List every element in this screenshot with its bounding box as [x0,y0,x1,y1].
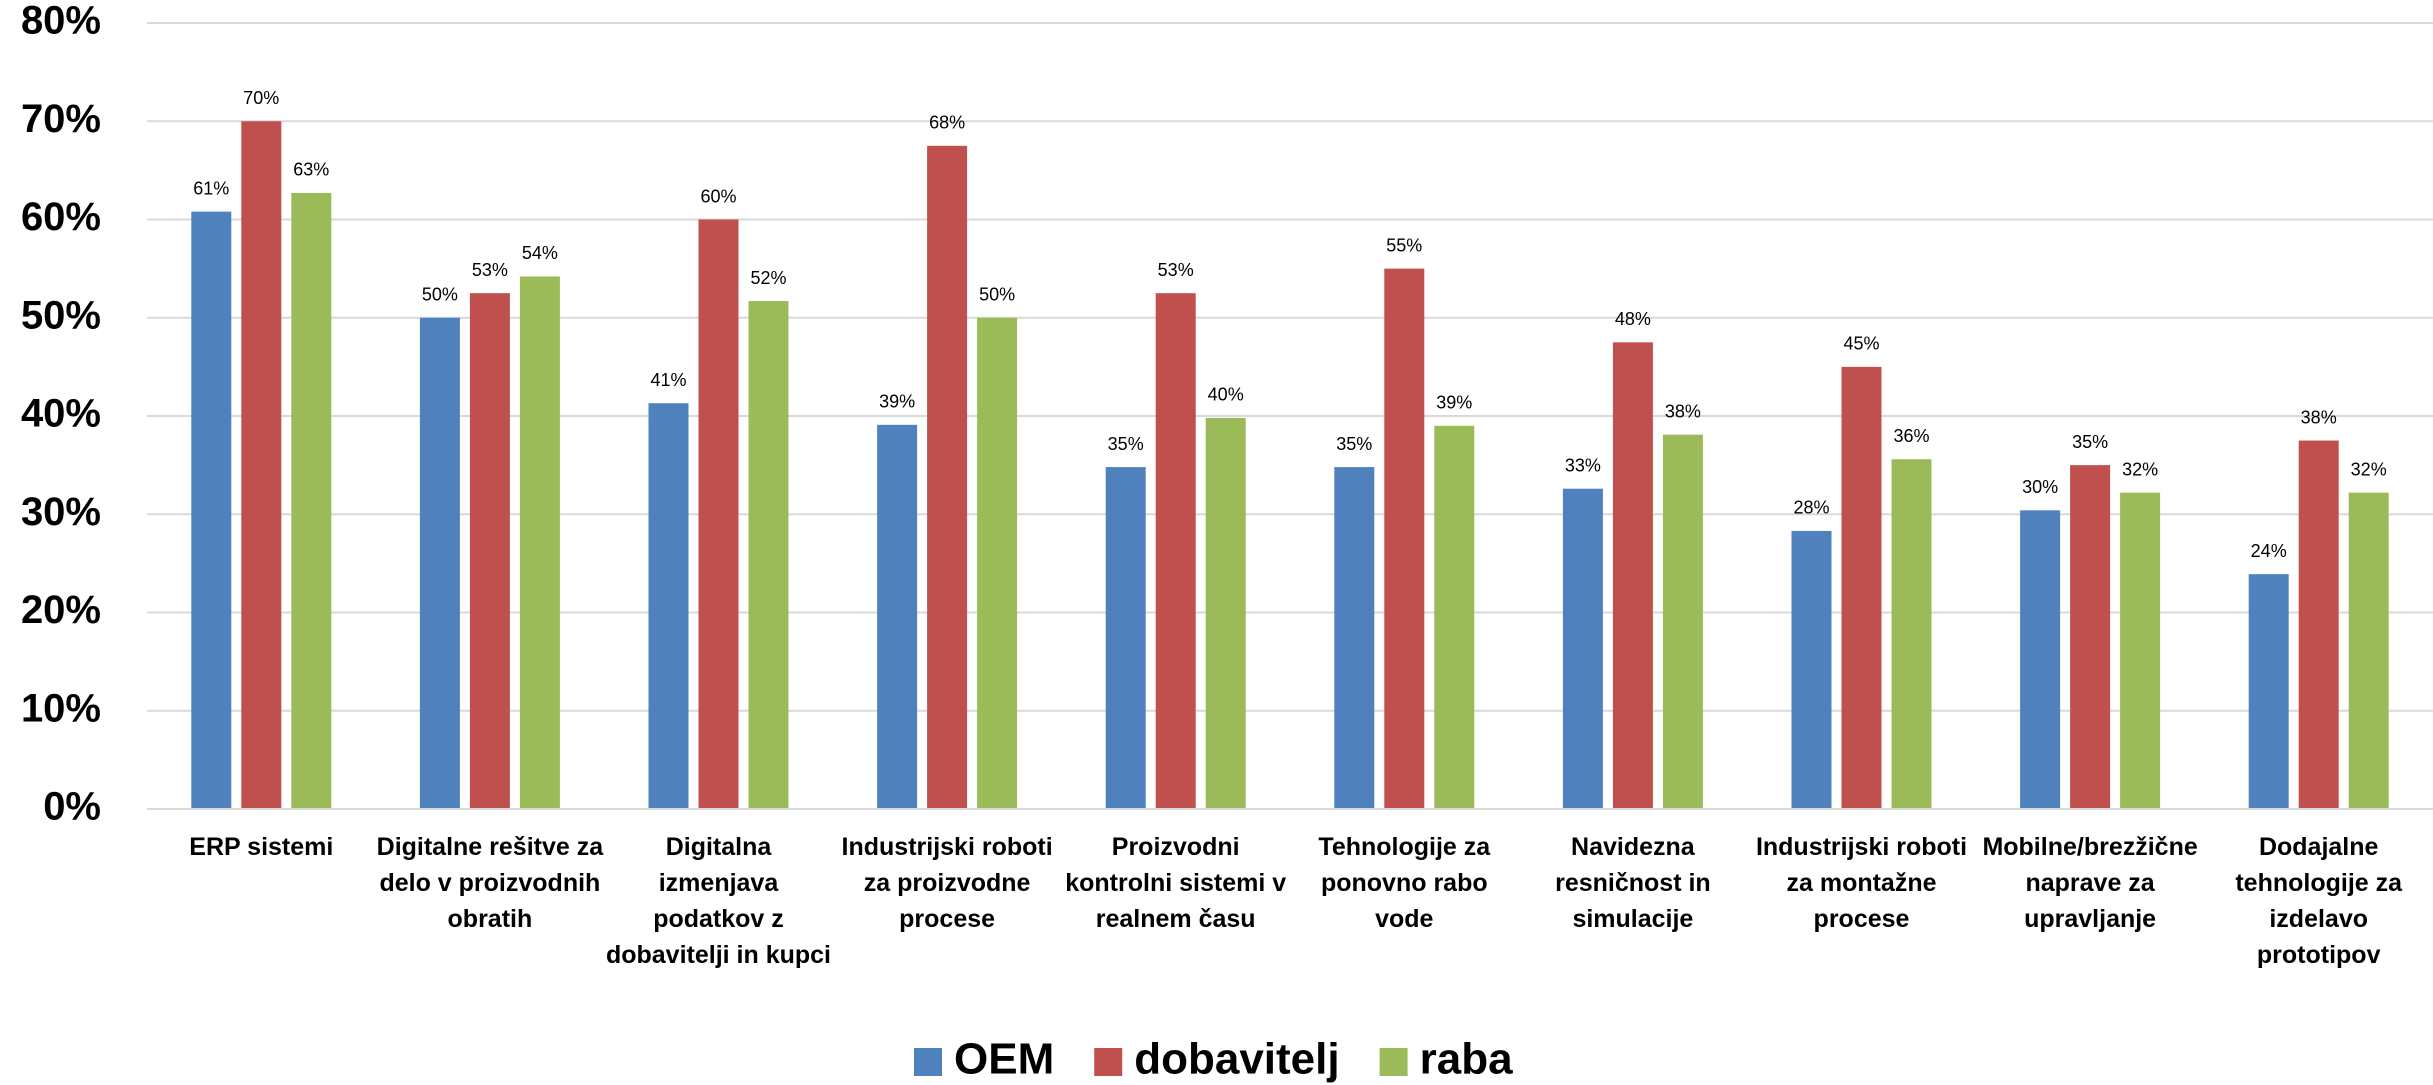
y-tick-label: 10% [21,686,101,730]
x-tick-label: ERP sistemi [189,833,334,861]
legend-label: dobavitelj [1134,1035,1339,1084]
value-label: 32% [2122,459,2158,479]
bar [877,424,918,809]
bar [977,317,1018,809]
value-label: 39% [879,392,915,412]
value-label: 48% [1615,309,1651,329]
y-tick-label: 70% [21,97,101,141]
value-label: 28% [1793,498,1829,518]
bar [927,145,968,809]
bar [1105,467,1146,809]
bar [2070,465,2111,809]
value-label: 38% [2301,407,2337,427]
bar [2348,492,2389,809]
bar [648,403,689,809]
bar [1662,434,1703,809]
bar [1334,467,1375,809]
value-label: 35% [2072,432,2108,452]
value-label: 36% [1893,426,1929,446]
value-label: 24% [2251,541,2287,561]
value-label: 63% [293,160,329,180]
bar [2020,510,2061,809]
value-label: 45% [1843,334,1879,354]
bar [748,301,789,809]
bar [1384,268,1425,809]
bar [1155,293,1196,809]
value-label: 53% [472,260,508,280]
bar [1205,417,1246,809]
bar [1891,459,1932,809]
bar [419,317,460,809]
legend-swatch [914,1048,942,1076]
value-label: 35% [1108,434,1144,454]
x-tick-label: Tehnologije za ponovno rabo vode [1318,833,1491,933]
value-label: 55% [1386,235,1422,255]
value-label: 52% [750,268,786,288]
x-tick-label: Digitalna izmenjava podatkov z dobavitel… [605,833,832,969]
y-tick-label: 20% [21,588,101,632]
value-label: 54% [522,243,558,263]
legend-label: raba [1420,1035,1513,1084]
x-tick-label: Proizvodni kontrolni sistemi v realnem č… [1065,833,1287,933]
bar [1612,342,1653,809]
y-tick-label: 50% [21,293,101,337]
bar [1562,488,1603,809]
bar [2120,492,2161,809]
value-label: 68% [929,113,965,133]
value-label: 38% [1665,401,1701,421]
bar [469,293,510,809]
value-label: 35% [1336,434,1372,454]
value-label: 39% [1436,393,1472,413]
value-label: 70% [243,88,279,108]
bar [698,219,739,809]
x-tick-label: Digitalne rešitve za delo v proizvodnih … [376,833,604,933]
x-tick-label: Industrijski roboti za proizvodne proces… [841,833,1053,933]
value-label: 40% [1208,385,1244,405]
value-label: 61% [193,178,229,198]
x-tick-label: Mobilne/brezžične naprave za upravljanje [1982,833,2198,933]
value-label: 41% [650,370,686,390]
x-tick-label: Navidezna resničnost in simulacije [1555,833,1711,933]
legend-swatch [1379,1048,1408,1076]
y-tick-label: 60% [21,195,101,239]
value-label: 30% [2022,477,2058,497]
value-label: 50% [422,285,458,305]
x-tick-label: Dodajalne tehnologije za izdelavo protot… [2235,833,2403,969]
bar [241,121,282,809]
value-label: 53% [1158,260,1194,280]
bar [291,192,332,809]
bar [1791,530,1832,809]
legend-label: OEM [954,1035,1054,1084]
value-label: 50% [979,285,1015,305]
value-label: 33% [1565,455,1601,475]
bar [191,211,232,809]
bar [1434,425,1475,809]
legend-swatch [1094,1048,1123,1076]
bar [1841,366,1882,809]
bar [2298,440,2339,809]
y-tick-label: 30% [21,490,101,534]
y-tick-label: 40% [21,392,101,436]
bar [2248,574,2289,809]
value-label: 32% [2351,459,2387,479]
x-tick-label: Industrijski roboti za montažne procese [1755,833,1968,933]
y-tick-label: 80% [21,0,101,43]
value-label: 60% [700,186,736,206]
y-tick-label: 0% [43,785,101,829]
bar [519,276,560,809]
